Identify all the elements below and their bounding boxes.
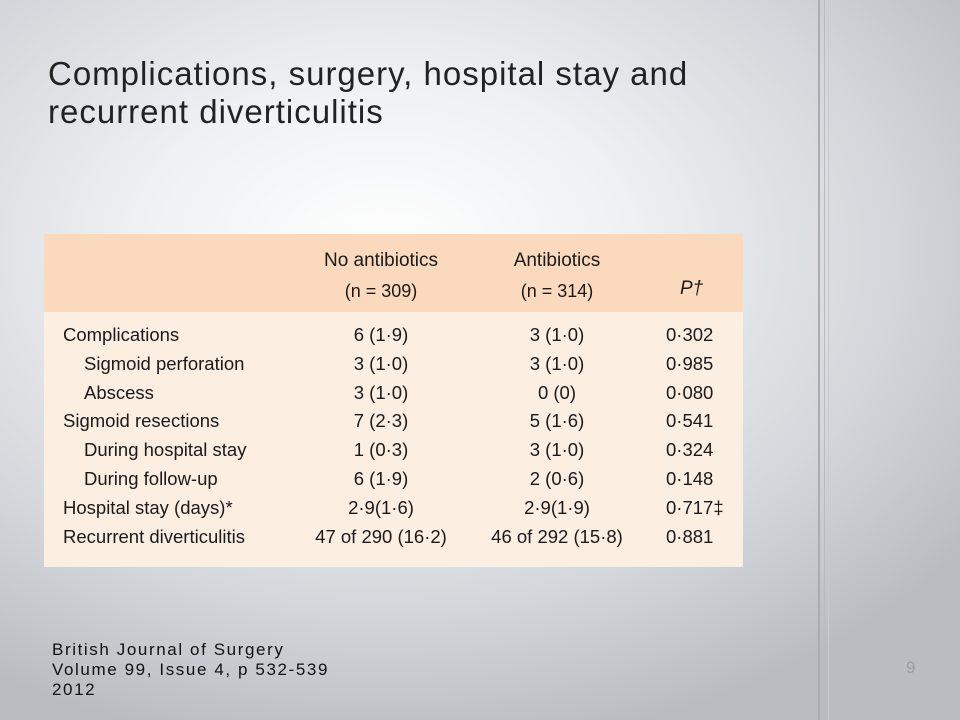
column-header-no-antibiotics: No antibiotics (n = 309) — [306, 246, 456, 306]
column-header-antibiotics: Antibiotics (n = 314) — [482, 246, 632, 306]
cell-antibiotics: 3 (1·0) — [529, 324, 585, 345]
cell-antibiotics: 5 (1·6) — [529, 410, 585, 432]
row-label: Recurrent diverticulitis — [63, 525, 245, 547]
slide-title: Complications, surgery, hospital stay an… — [48, 55, 689, 130]
reference-journal: British Journal of Surgery — [52, 640, 285, 659]
table-row: Abscess 3 (1·0) 0 (0) 0·080 — [44, 382, 743, 411]
column-header-label: Antibiotics — [513, 250, 601, 271]
cell-p-value: 0·881 — [666, 525, 714, 547]
journal-reference: British Journal of Surgery Volume 99, Is… — [52, 640, 329, 700]
cell-antibiotics: 3 (1·0) — [529, 352, 585, 374]
results-table: No antibiotics (n = 309) Antibiotics (n … — [44, 234, 743, 567]
reference-year: 2012 — [52, 680, 97, 699]
row-label: Complications — [63, 324, 180, 345]
cell-antibiotics: 3 (1·0) — [529, 439, 585, 461]
cell-no-antibiotics: 3 (1·0) — [353, 381, 409, 403]
table-row: Sigmoid resections 7 (2·3) 5 (1·6) 0·541 — [44, 410, 743, 439]
reference-volume: Volume 99, Issue 4, p 532-539 — [52, 660, 330, 679]
cell-p-value: 0·541 — [666, 410, 714, 432]
table-header: No antibiotics (n = 309) Antibiotics (n … — [44, 234, 743, 312]
cell-antibiotics: 2 (0·6) — [529, 467, 585, 489]
cell-antibiotics: 46 of 292 (15·8) — [491, 525, 623, 547]
cell-no-antibiotics: 6 (1·9) — [353, 467, 409, 489]
table-row: During follow-up 6 (1·9) 2 (0·6) 0·148 — [44, 468, 743, 497]
table-row: Hospital stay (days)* 2·9(1·6) 2·9(1·9) … — [44, 497, 743, 526]
table-row: Sigmoid perforation 3 (1·0) 3 (1·0) 0·98… — [44, 353, 743, 382]
cell-antibiotics: 2·9(1·9) — [524, 496, 590, 518]
cell-p-value: 0·080 — [666, 381, 714, 403]
cell-no-antibiotics: 7 (2·3) — [353, 410, 409, 432]
cell-no-antibiotics: 1 (0·3) — [353, 439, 409, 461]
table-row: Complications 6 (1·9) 3 (1·0) 0·302 — [44, 324, 743, 353]
cell-p-value: 0·148 — [666, 467, 714, 489]
column-header-n: (n = 309) — [344, 281, 418, 301]
row-label: Abscess — [84, 381, 154, 403]
page-number: 9 — [906, 658, 916, 677]
cell-p-value: 0·324 — [666, 439, 714, 461]
column-header-n: (n = 314) — [520, 281, 594, 301]
table-row: Recurrent diverticulitis 47 of 290 (16·2… — [44, 526, 743, 555]
cell-no-antibiotics: 6 (1·9) — [353, 324, 409, 345]
cell-no-antibiotics: 3 (1·0) — [353, 352, 409, 374]
row-label: Sigmoid resections — [63, 410, 220, 432]
column-header-p-value: P† — [680, 278, 704, 299]
row-label: Hospital stay (days)* — [63, 496, 233, 518]
cell-p-value: 0·985 — [666, 352, 714, 374]
cell-p-value: 0·302 — [666, 324, 714, 345]
cell-p-value: 0·717‡ — [666, 496, 724, 518]
row-label: Sigmoid perforation — [84, 352, 245, 374]
row-label: During follow-up — [84, 467, 218, 489]
row-label: During hospital stay — [84, 439, 247, 461]
column-header-label: No antibiotics — [323, 250, 439, 271]
cell-no-antibiotics: 2·9(1·6) — [348, 496, 414, 518]
decorative-side-lines — [818, 0, 830, 720]
cell-no-antibiotics: 47 of 290 (16·2) — [315, 525, 447, 547]
cell-antibiotics: 0 (0) — [537, 381, 577, 403]
table-row: During hospital stay 1 (0·3) 3 (1·0) 0·3… — [44, 439, 743, 468]
table-body: Complications 6 (1·9) 3 (1·0) 0·302 Sigm… — [44, 324, 743, 554]
